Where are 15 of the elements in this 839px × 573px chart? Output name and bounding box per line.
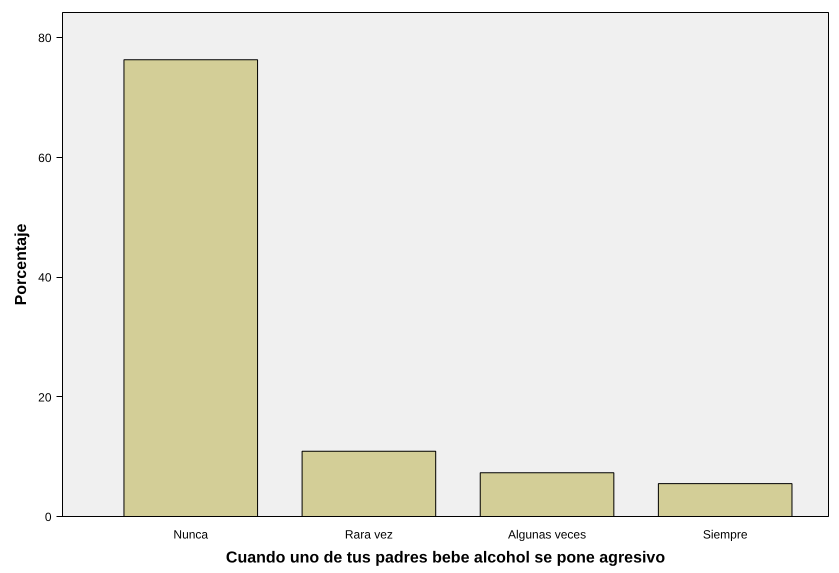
bar: [480, 472, 614, 516]
x-axis-title: Cuando uno de tus padres bebe alcohol se pone agresivo: [226, 550, 666, 566]
bar: [123, 59, 258, 516]
y-tick-label: 20: [38, 390, 52, 404]
x-tick-label: Rara vez: [344, 528, 393, 542]
x-tick-label: Nunca: [173, 528, 208, 542]
bar: [302, 450, 436, 516]
y-tick-label: 60: [38, 150, 52, 165]
y-tick-label: 80: [38, 31, 52, 46]
y-tick-label: 0: [44, 510, 52, 524]
x-tick-label: Algunas veces: [508, 528, 586, 542]
y-tick-label: 40: [38, 270, 52, 285]
bar: [658, 483, 792, 516]
y-axis-title: Porcentaje: [13, 223, 30, 306]
x-tick-label: Siempre: [702, 528, 748, 542]
